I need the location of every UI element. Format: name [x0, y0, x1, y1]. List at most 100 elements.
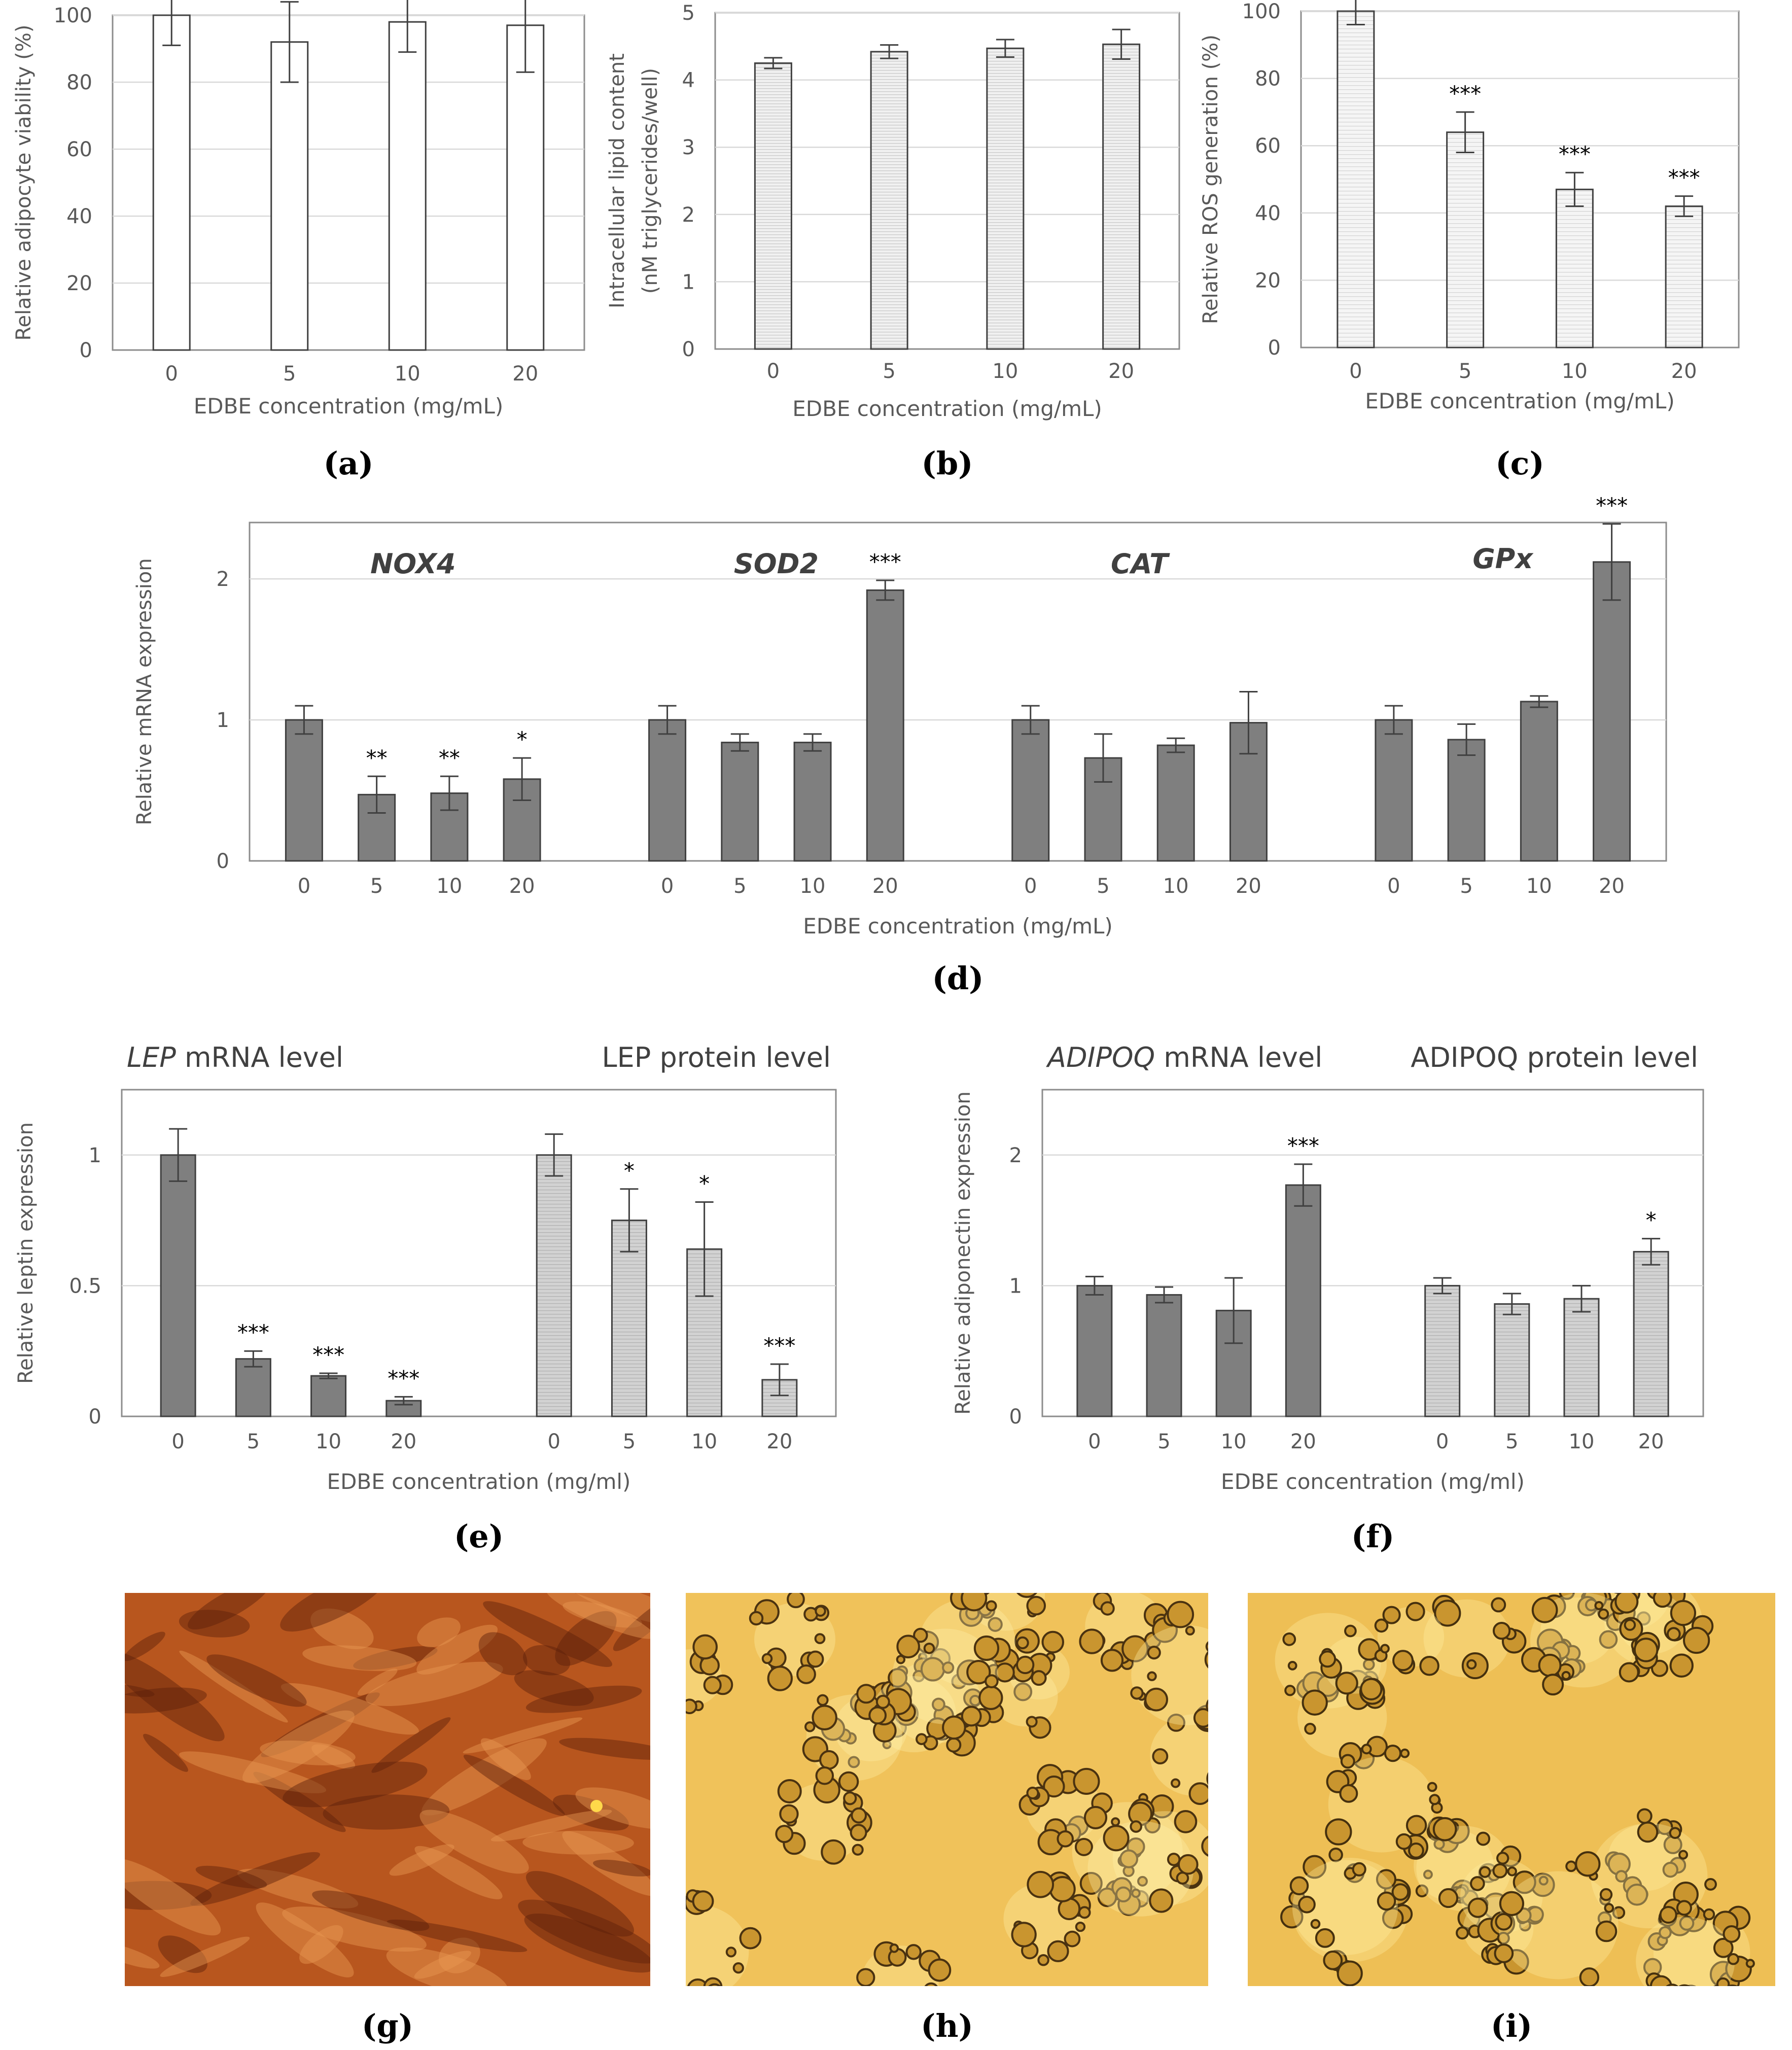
cell-streak — [518, 1899, 650, 1964]
group-title-italic: ADIPOQ — [1046, 1041, 1155, 1073]
x-tick-label: 20 — [1599, 875, 1625, 898]
cell-streak — [299, 1925, 343, 1964]
lipid-droplet — [1167, 1601, 1194, 1628]
bar — [358, 793, 396, 862]
lipid-droplet — [1715, 1989, 1729, 2003]
plot-frame-d — [249, 522, 1667, 862]
cell-streak — [179, 1610, 250, 1638]
lipid-droplet — [1167, 1713, 1185, 1732]
lipid-droplet — [1649, 1566, 1662, 1578]
significance-label: * — [624, 1158, 635, 1183]
lipid-droplet — [1716, 1977, 1730, 1986]
cell-body — [1150, 1714, 1208, 1796]
lipid-droplet — [1284, 1685, 1296, 1696]
lipid-droplet — [1559, 1593, 1575, 1600]
lipid-droplet — [946, 1737, 962, 1753]
lipid-droplet — [1037, 1954, 1049, 1966]
y-tick-label: 1 — [89, 1144, 101, 1167]
bar — [870, 51, 908, 350]
lipid-droplet — [1429, 1794, 1440, 1805]
cell-streak — [125, 1650, 225, 1742]
lipid-droplet — [1491, 1597, 1506, 1613]
lipid-droplet — [961, 1706, 982, 1727]
lipid-droplet — [1653, 1593, 1672, 1608]
lipid-droplet — [779, 1804, 799, 1824]
lipid-droplet — [1074, 1837, 1093, 1856]
bar — [388, 21, 427, 351]
cell-streak — [463, 1717, 583, 1754]
lipid-droplet — [1415, 1884, 1429, 1898]
bar — [866, 589, 904, 862]
x-axis-label: EDBE concentration (mg/mL) — [194, 394, 504, 419]
lipid-droplet — [1027, 1568, 1037, 1578]
cell-streak — [158, 1935, 207, 1973]
lipid-droplet — [995, 1662, 1015, 1683]
lipid-droplet — [1395, 1833, 1413, 1850]
chart-c: 0 20 40 60 80 100 0 *** 5 *** 10 *** 20 EDBE concentr… — [1199, 0, 1740, 482]
lipid-droplet — [896, 1655, 906, 1664]
lipid-droplet — [1315, 1928, 1335, 1948]
significance-label: *** — [1287, 1133, 1319, 1158]
lipid-droplet — [812, 1705, 837, 1730]
micrograph-image-g — [125, 1593, 650, 1986]
gene-title-gpx: GPx — [1472, 543, 1534, 575]
x-tick-label: 0 — [661, 875, 674, 898]
y-tick-label: 3 — [682, 136, 695, 159]
lipid-droplet — [1679, 1916, 1695, 1931]
lipid-droplet — [875, 1694, 890, 1709]
lipid-droplet — [1111, 1817, 1120, 1827]
lipid-droplet — [749, 1611, 764, 1626]
lipid-droplet — [1188, 1782, 1208, 1805]
lipid-droplet — [1656, 1818, 1673, 1835]
lipid-droplet — [1119, 1849, 1139, 1868]
lipid-droplet — [973, 1635, 1000, 1661]
lipid-droplet — [1727, 1953, 1740, 1965]
lipid-droplet — [1423, 1869, 1433, 1880]
lipid-droplet — [916, 1733, 928, 1745]
cell-streak — [490, 1810, 612, 1841]
lipid-droplet — [1612, 1906, 1626, 1919]
bar — [285, 719, 323, 862]
lipid-droplet — [896, 1635, 920, 1659]
lipid-droplet — [843, 1791, 857, 1805]
lipid-droplet — [1745, 1959, 1755, 1968]
group-title-1: LEP protein level — [602, 1041, 831, 1073]
lipid-droplet — [1047, 1940, 1069, 1962]
x-tick-label: 5 — [883, 360, 895, 383]
lipid-droplet — [1031, 1670, 1047, 1686]
lipid-droplet — [852, 1844, 864, 1856]
lipid-droplet — [1703, 1908, 1715, 1921]
cell-streak — [562, 1831, 650, 1896]
cell-streak — [206, 1654, 307, 1707]
micrograph-image-h — [653, 1568, 1227, 1986]
panel-label: (g) — [362, 2007, 413, 2044]
x-tick-label: 0 — [1349, 360, 1362, 383]
y-tick-label: 1 — [1009, 1274, 1022, 1298]
lipid-droplet — [1377, 1891, 1396, 1911]
x-tick-label: 5 — [733, 875, 746, 898]
lipid-droplet — [1280, 1905, 1304, 1929]
lipid-droplet — [1636, 1611, 1651, 1626]
cell-streak — [613, 1593, 650, 1651]
lipid-droplet — [687, 1978, 709, 1986]
lipid-droplet — [1678, 1850, 1689, 1860]
bar — [1446, 131, 1485, 349]
lipid-droplet — [1210, 1719, 1227, 1736]
cell-streak — [125, 1858, 221, 1936]
cell-streak — [546, 1593, 650, 1639]
y-tick-label: 1 — [217, 709, 229, 732]
lipid-droplet — [1598, 1608, 1609, 1620]
cell-streak — [523, 1645, 571, 1676]
lipid-droplet — [815, 1766, 834, 1785]
lipid-droplet — [1149, 1888, 1174, 1913]
lipid-droplet — [653, 1663, 678, 1688]
lipid-droplet — [1400, 1748, 1410, 1758]
x-tick-label: 0 — [298, 875, 310, 898]
group-title-italic: LEP — [127, 1041, 176, 1073]
lipid-droplet — [1376, 1869, 1396, 1890]
chart-a: 0 20 40 60 80 100 0 5 10 20 EDBE concentration (mg… — [12, 0, 585, 482]
lipid-droplet — [1626, 1883, 1648, 1906]
lipid-droplet — [1624, 1619, 1636, 1631]
lipid-droplet — [1064, 1930, 1081, 1948]
lipid-droplet — [1494, 1943, 1514, 1963]
